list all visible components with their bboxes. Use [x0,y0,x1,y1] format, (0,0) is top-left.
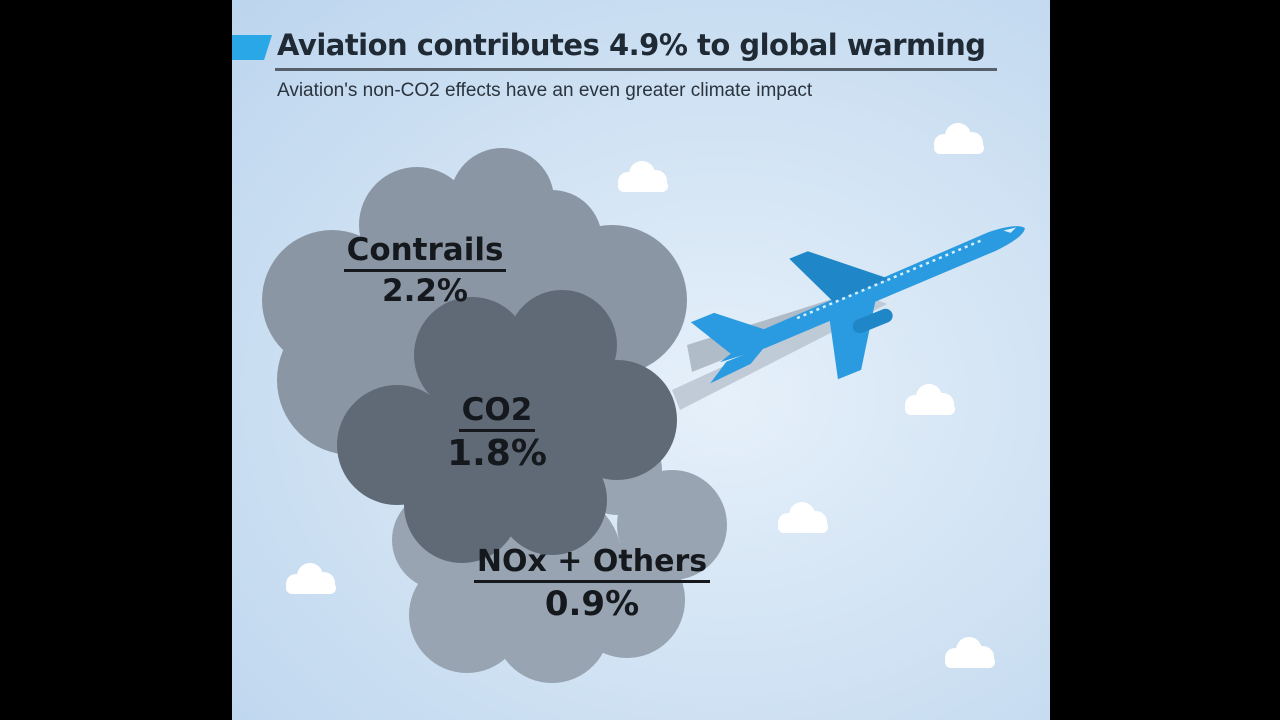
nox-label: NOx + Others [473,546,711,583]
white-cloud-icon [778,502,828,533]
white-cloud-icon [286,563,336,594]
contrails-value: 2.2% [382,272,468,309]
title-accent-icon [232,35,272,60]
airplane-icon [690,226,1025,384]
white-cloud-icon [945,637,995,668]
white-cloud-icon [618,161,668,192]
title-underline [275,68,997,71]
page-title: Aviation contributes 4.9% to global warm… [277,28,986,62]
contrails-label: Contrails [343,234,507,272]
nox-value: 0.9% [544,583,640,624]
co2-label: CO2 [458,394,536,432]
infographic-panel: Aviation contributes 4.9% to global warm… [232,0,1050,720]
page-subtitle: Aviation's non-CO2 effects have an even … [277,80,813,101]
nox-label-group: NOx + Others 0.9% [462,540,722,621]
contrails-label-group: Contrails 2.2% [330,232,520,307]
white-cloud-icon [934,123,984,154]
white-cloud-icon [905,384,955,415]
co2-label-group: CO2 1.8% [432,388,562,472]
co2-value: 1.8% [447,432,547,474]
